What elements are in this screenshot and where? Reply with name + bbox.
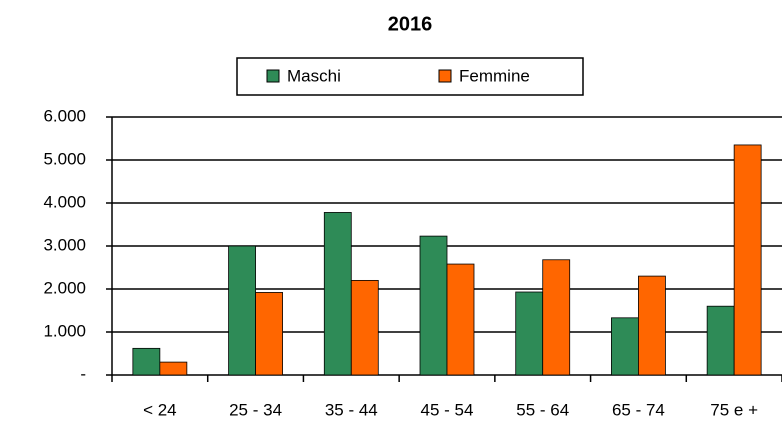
x-tick-label: 55 - 64	[516, 400, 569, 419]
bar	[542, 259, 571, 376]
y-tick-label: 1.000	[43, 321, 86, 340]
bar	[255, 292, 283, 376]
bar	[638, 275, 666, 376]
y-tick-label: 2.000	[43, 278, 86, 297]
y-tick-label: 6.000	[43, 106, 86, 125]
chart-title: 2016	[388, 13, 433, 35]
bar	[733, 144, 762, 376]
bar	[350, 279, 379, 376]
legend-label: Femmine	[459, 66, 530, 85]
x-tick-label: < 24	[143, 400, 177, 419]
bar	[515, 291, 544, 376]
bar	[419, 235, 448, 376]
bar	[706, 305, 735, 376]
bar	[323, 212, 352, 376]
x-tick-label: 45 - 54	[421, 400, 474, 419]
y-tick-label: -	[80, 364, 86, 383]
bar	[446, 263, 475, 376]
bar	[159, 361, 188, 376]
x-tick-label: 75 e +	[710, 400, 758, 419]
y-tick-label: 4.000	[43, 192, 86, 211]
x-tick-label: 65 - 74	[612, 400, 665, 419]
bar	[611, 317, 639, 376]
legend-swatch	[438, 69, 452, 83]
x-tick-label: 25 - 34	[229, 400, 282, 419]
y-tick-label: 3.000	[43, 235, 86, 254]
bar	[132, 347, 161, 376]
x-tick-label: 35 - 44	[325, 400, 378, 419]
bar	[228, 245, 256, 376]
y-tick-label: 5.000	[43, 149, 86, 168]
legend-swatch	[266, 69, 280, 83]
legend-box	[236, 57, 584, 96]
legend-label: Maschi	[287, 66, 341, 85]
